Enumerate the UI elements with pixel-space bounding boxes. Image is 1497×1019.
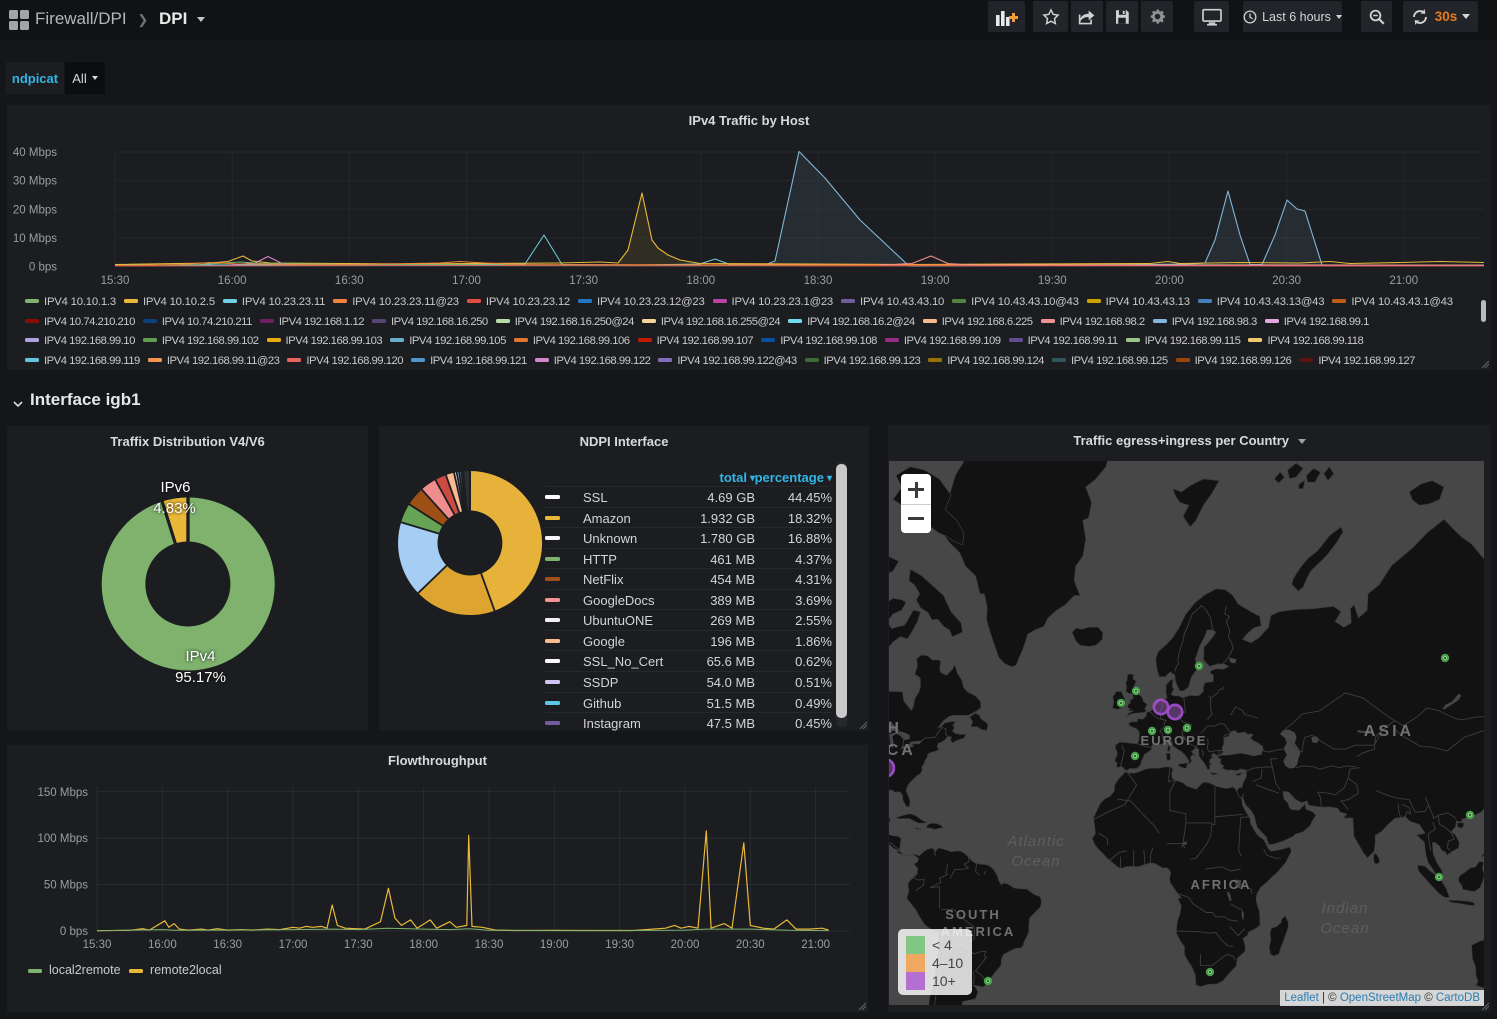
svg-text:17:00: 17:00 [279, 939, 308, 951]
svg-text:18:00: 18:00 [686, 275, 715, 287]
svg-text:16:30: 16:30 [335, 275, 364, 287]
svg-text:NORTH: NORTH [889, 720, 902, 737]
svg-text:Ocean: Ocean [1320, 920, 1369, 937]
svg-text:20 Mbps: 20 Mbps [13, 204, 57, 216]
svg-text:16:30: 16:30 [213, 939, 242, 951]
svg-text:10 Mbps: 10 Mbps [13, 233, 57, 245]
svg-text:AFRICA: AFRICA [1190, 877, 1251, 892]
svg-text:15:30: 15:30 [101, 275, 130, 287]
svg-text:17:00: 17:00 [452, 275, 481, 287]
svg-text:40 Mbps: 40 Mbps [13, 147, 57, 159]
svg-text:SOUTH: SOUTH [945, 907, 1001, 922]
svg-text:19:30: 19:30 [605, 939, 634, 951]
svg-text:20:00: 20:00 [671, 939, 700, 951]
svg-text:21:00: 21:00 [801, 939, 830, 951]
svg-text:17:30: 17:30 [344, 939, 373, 951]
svg-text:20:00: 20:00 [1155, 275, 1184, 287]
svg-text:Indian: Indian [1322, 900, 1369, 917]
svg-text:ASIA: ASIA [1364, 723, 1414, 740]
svg-text:150 Mbps: 150 Mbps [37, 787, 88, 799]
svg-text:18:00: 18:00 [409, 939, 438, 951]
svg-text:EUROPE: EUROPE [1141, 733, 1208, 748]
svg-text:Ocean: Ocean [1011, 853, 1060, 870]
svg-text:20:30: 20:30 [1272, 275, 1301, 287]
svg-text:0 bps: 0 bps [29, 262, 57, 274]
svg-text:50 Mbps: 50 Mbps [44, 880, 88, 892]
svg-text:30 Mbps: 30 Mbps [13, 176, 57, 188]
svg-text:AMERICA: AMERICA [889, 742, 916, 759]
svg-text:16:00: 16:00 [148, 939, 177, 951]
svg-text:0 bps: 0 bps [60, 926, 88, 938]
svg-text:18:30: 18:30 [804, 275, 833, 287]
svg-text:16:00: 16:00 [218, 275, 247, 287]
svg-text:100 Mbps: 100 Mbps [37, 833, 88, 845]
svg-text:19:00: 19:00 [921, 275, 950, 287]
svg-text:18:30: 18:30 [475, 939, 504, 951]
svg-text:17:30: 17:30 [569, 275, 598, 287]
svg-text:21:00: 21:00 [1389, 275, 1418, 287]
svg-text:15:30: 15:30 [83, 939, 112, 951]
svg-text:Atlantic: Atlantic [1006, 833, 1064, 850]
svg-text:19:00: 19:00 [540, 939, 569, 951]
svg-text:19:30: 19:30 [1038, 275, 1067, 287]
svg-text:20:30: 20:30 [736, 939, 765, 951]
